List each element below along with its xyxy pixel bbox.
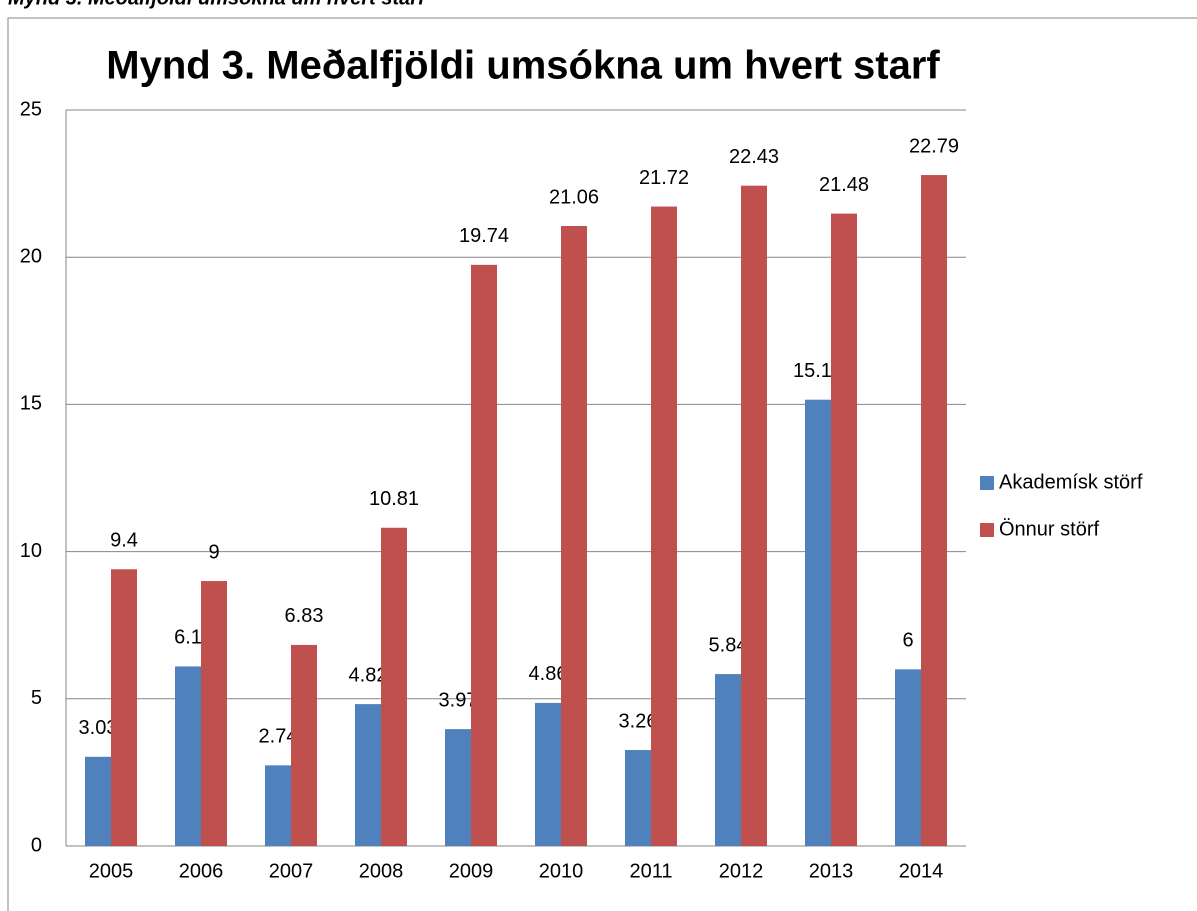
bar (625, 750, 651, 846)
y-tick-label: 0 (31, 834, 42, 856)
bar (921, 175, 947, 847)
bar (445, 729, 471, 846)
chart-title: Mynd 3. Meðalfjöldi umsókna um hvert sta… (106, 44, 940, 88)
x-tick-label: 2007 (269, 860, 314, 882)
bar (381, 527, 407, 846)
data-label: 3.26 (619, 710, 658, 732)
bar (201, 581, 227, 846)
data-label: 4.82 (349, 664, 388, 686)
data-label: 6.1 (174, 627, 202, 649)
x-tick-label: 2010 (539, 860, 584, 882)
bar (831, 213, 857, 847)
data-label: 19.74 (459, 225, 509, 247)
legend-swatch (980, 523, 994, 537)
y-tick-label: 10 (20, 540, 42, 562)
y-tick-label: 25 (20, 98, 42, 120)
bar (651, 206, 677, 846)
caption: Mynd 3. Meðalfjöldi umsókna um hvert sta… (8, 0, 427, 9)
data-label: 21.72 (639, 167, 689, 189)
data-label: 21.48 (819, 174, 869, 196)
bar (805, 399, 831, 846)
y-tick-label: 15 (20, 393, 42, 415)
bar (895, 669, 921, 846)
bar (471, 264, 497, 847)
data-label: 22.79 (909, 135, 959, 157)
bar (561, 225, 587, 847)
x-tick-label: 2013 (809, 860, 854, 882)
data-label: 21.06 (549, 186, 599, 208)
bar (355, 704, 381, 846)
data-label: 6.83 (285, 605, 324, 627)
bar (111, 569, 137, 846)
legend-label: Akademísk störf (999, 471, 1143, 493)
bar (291, 644, 317, 846)
y-tick-label: 20 (20, 245, 42, 267)
bar (715, 674, 741, 846)
legend-label: Önnur störf (999, 518, 1099, 540)
legend-swatch (980, 476, 994, 490)
data-label: 15.16 (793, 360, 843, 382)
bar (265, 765, 291, 846)
data-label: 9.4 (110, 530, 138, 552)
data-label: 5.84 (709, 634, 748, 656)
bar (741, 185, 767, 847)
x-tick-label: 2009 (449, 860, 494, 882)
data-label: 22.43 (729, 146, 779, 168)
x-tick-label: 2012 (719, 860, 764, 882)
x-tick-label: 2005 (89, 860, 134, 882)
x-tick-label: 2006 (179, 860, 224, 882)
x-tick-label: 2008 (359, 860, 404, 882)
bar (535, 702, 561, 846)
data-label: 4.86 (529, 663, 568, 685)
x-tick-label: 2014 (899, 860, 944, 882)
data-label: 9 (208, 541, 219, 563)
bar (85, 756, 111, 846)
x-tick-label: 2011 (629, 860, 672, 882)
y-tick-label: 5 (31, 687, 42, 709)
bar (175, 666, 201, 846)
data-label: 2.74 (259, 726, 298, 748)
data-label: 3.03 (79, 717, 118, 739)
data-label: 3.97 (439, 689, 478, 711)
data-label: 6 (902, 630, 913, 652)
data-label: 10.81 (369, 488, 419, 510)
